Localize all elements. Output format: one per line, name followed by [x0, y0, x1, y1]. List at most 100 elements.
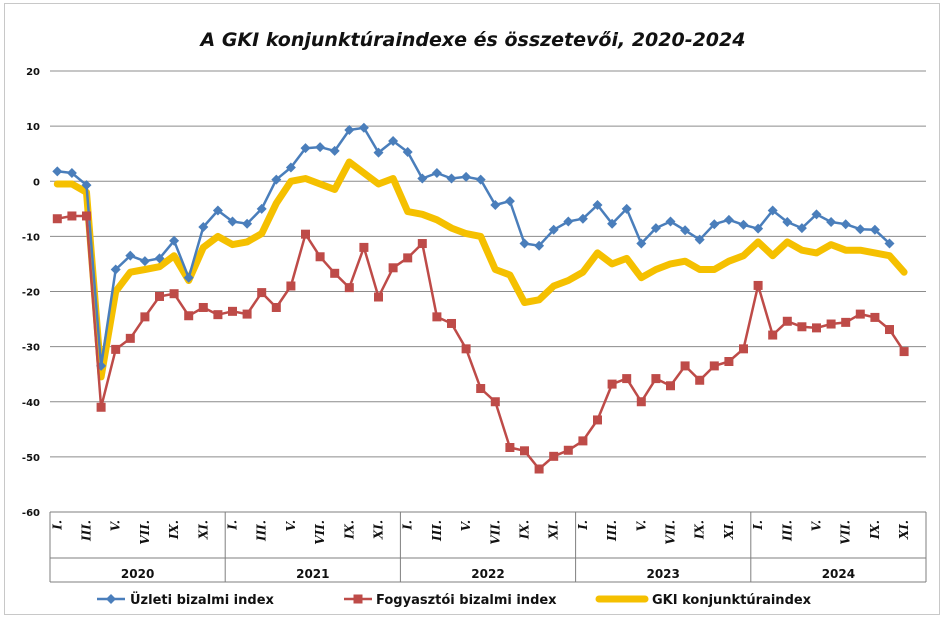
x-tick-label: III. — [80, 520, 94, 542]
legend-marker-square — [353, 594, 363, 604]
x-tick-label: XI. — [897, 520, 911, 540]
consumer-index-point — [753, 280, 763, 290]
business-index-point — [300, 143, 311, 154]
business-index-point — [461, 171, 472, 182]
business-index-point — [81, 180, 92, 191]
business-index-point — [811, 209, 822, 220]
x-axis: I. III. V. VII. IX. XI. 2020 I. III. V. VII. IX. XI.… — [49, 512, 927, 583]
x-tick-label: V. — [109, 520, 123, 531]
business-index-point — [753, 223, 764, 234]
consumer-index-point — [622, 374, 632, 384]
series-2 — [53, 158, 908, 381]
consumer-index-point — [125, 333, 135, 343]
consumer-index-point — [855, 309, 865, 319]
consumer-index-point — [82, 211, 91, 221]
business-index-point — [855, 224, 866, 235]
business-index-point — [723, 214, 734, 225]
consumer-index-point — [257, 288, 267, 298]
consumer-index-point — [155, 291, 164, 301]
business-index-point — [621, 203, 632, 214]
x-tick-label: I. — [751, 520, 765, 531]
x-tick-label: V. — [459, 520, 473, 531]
consumer-index-point — [140, 312, 150, 322]
business-index-point — [869, 224, 880, 235]
x-tick-label: VII. — [138, 520, 152, 545]
business-index-point — [66, 167, 77, 178]
business-index-point — [227, 216, 238, 227]
business-index-point — [329, 145, 340, 156]
business-index-point — [256, 203, 267, 214]
consumer-index-point — [899, 347, 909, 357]
business-index-point — [373, 147, 384, 158]
business-index-point — [285, 162, 296, 173]
consumer-index-point — [388, 263, 398, 273]
x-tick-label: IX. — [167, 520, 181, 540]
business-index-point — [796, 223, 807, 234]
business-index-point — [212, 205, 223, 216]
consumer-index-point — [344, 283, 354, 293]
x-tick-label: IX. — [868, 520, 882, 540]
y-tick-label: 20 — [26, 67, 40, 78]
consumer-index-point — [607, 379, 617, 389]
chart-frame — [4, 3, 940, 615]
business-index-point — [271, 174, 282, 185]
business-index-point — [475, 174, 486, 185]
business-index-point — [592, 199, 603, 210]
consumer-index-point — [885, 325, 894, 335]
business-index-point — [490, 199, 501, 210]
consumer-index-point — [593, 415, 602, 425]
x-tick-label: VII. — [664, 520, 678, 545]
series-1 — [52, 211, 909, 474]
y-tick-label: -10 — [22, 232, 40, 243]
business-index-point — [315, 142, 326, 153]
business-index-point — [446, 173, 457, 184]
consumer-index-point — [563, 445, 573, 455]
business-index-point — [52, 166, 63, 177]
business-index-point — [884, 238, 895, 249]
x-tick-label: I. — [226, 520, 240, 531]
x-tick-label: I. — [50, 520, 64, 531]
business-index-point — [840, 219, 851, 230]
business-index-point — [169, 235, 180, 246]
x-tick-label: IX. — [342, 520, 356, 540]
consumer-index-point — [739, 344, 748, 354]
consumer-index-point — [724, 357, 734, 367]
business-index-point — [767, 205, 778, 216]
x-tick-label: I. — [401, 520, 415, 531]
consumer-index-point — [695, 375, 705, 385]
consumer-index-point — [666, 381, 675, 391]
consumer-index-point — [826, 319, 836, 329]
business-index-point — [665, 216, 676, 227]
x-tick-label: V. — [284, 520, 298, 531]
y-tick-label: -30 — [22, 343, 40, 354]
consumer-index-point — [403, 253, 413, 263]
y-tick-label: 10 — [26, 122, 40, 133]
legend: Üzleti bizalmi index Fogyasztói bizalmi i… — [97, 592, 812, 608]
consumer-index-point — [184, 311, 194, 321]
business-index-point — [548, 224, 559, 235]
x-tick-label: XI. — [196, 520, 210, 540]
x-tick-label: VII. — [313, 520, 327, 545]
consumer-index-point — [490, 397, 500, 407]
business-index-point — [680, 225, 691, 236]
consumer-index-point — [271, 302, 281, 312]
business-index-point — [534, 240, 545, 251]
gki-index-line — [53, 158, 908, 381]
consumer-index-point — [111, 344, 121, 354]
x-tick-label: IX. — [518, 520, 532, 540]
x-tick-label: III. — [605, 520, 619, 542]
business-index-line — [57, 126, 891, 368]
x-tick-label: III. — [255, 520, 269, 542]
y-tick-label: -20 — [22, 288, 40, 299]
series-0 — [52, 122, 895, 371]
consumer-index-point — [374, 292, 383, 302]
business-index-point — [826, 217, 837, 228]
consumer-index-point — [578, 436, 588, 446]
x-tick-label: III. — [430, 520, 444, 542]
business-index-point — [110, 264, 121, 275]
x-tick-label: XI. — [372, 520, 386, 540]
business-index-point — [139, 256, 150, 267]
consumer-index-point — [782, 316, 792, 326]
consumer-index-point — [709, 361, 719, 371]
business-index-point — [650, 223, 661, 234]
